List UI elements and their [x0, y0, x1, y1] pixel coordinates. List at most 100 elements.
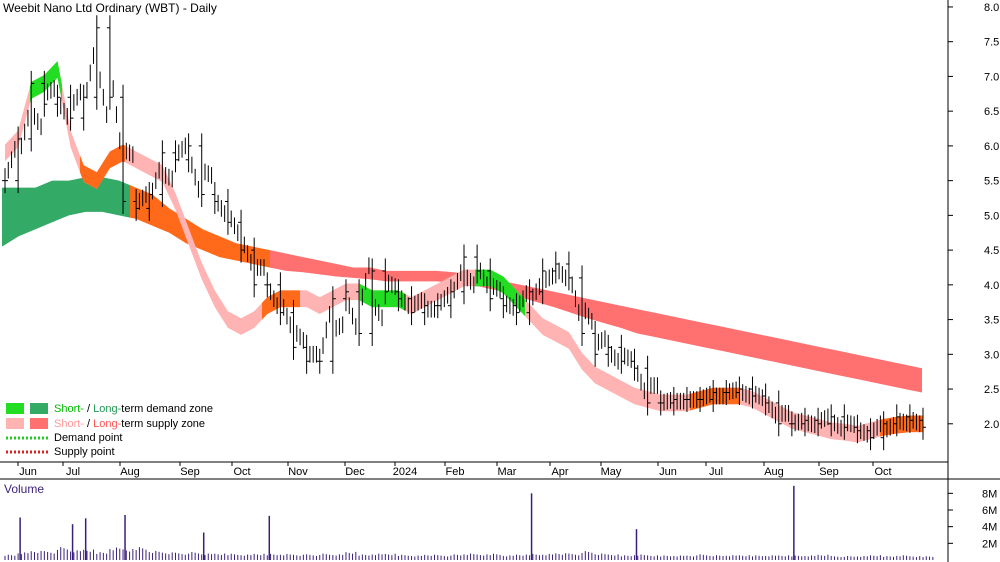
x-tick-label: Nov — [288, 466, 308, 478]
price-tick-label: 3.0 — [984, 349, 999, 361]
price-bar — [198, 133, 213, 208]
price-bar — [906, 404, 921, 433]
legend-long-text: Long- — [93, 403, 121, 415]
price-bar — [513, 285, 527, 326]
price-bar — [631, 348, 645, 400]
price-bar — [828, 404, 842, 437]
price-bar — [893, 404, 908, 437]
price-bar — [211, 182, 226, 222]
price-bar — [736, 376, 750, 406]
price-bar — [880, 411, 894, 451]
price-bar — [592, 320, 606, 367]
price-bar — [526, 278, 540, 326]
price-bar — [303, 334, 317, 374]
price-bar — [421, 293, 435, 326]
price-bar — [356, 257, 370, 346]
volume-tick-label: 4M — [982, 522, 997, 534]
x-tick-label: Jul — [709, 466, 723, 478]
price-tick-label: 4.5 — [984, 245, 999, 257]
price-bar — [316, 306, 331, 374]
price-bar — [185, 133, 199, 198]
x-tick-label: Dec — [345, 466, 365, 478]
x-tick-label: Sep — [180, 466, 200, 478]
legend-swatch-long — [30, 403, 48, 414]
legend-label: Supply point — [54, 446, 115, 458]
price-tick-label: 8.0 — [984, 2, 999, 14]
legend-rest-text: term supply zone — [121, 418, 205, 430]
legend-sep-text: / — [84, 418, 93, 430]
legend-swatch-short — [6, 418, 24, 429]
price-tick-label: 7.5 — [984, 37, 999, 49]
legend-label: Short- / Long-term supply zone — [54, 418, 205, 430]
price-bar — [106, 15, 121, 150]
price-bar — [2, 141, 16, 194]
candles-layer — [2, 15, 926, 451]
price-bar — [723, 380, 737, 406]
volume-label: Volume — [4, 482, 44, 496]
price-bar — [264, 272, 278, 315]
price-bar — [683, 386, 698, 412]
price-bar — [342, 279, 357, 335]
x-tick-label: Jun — [19, 466, 37, 478]
legend-sep-text: / — [84, 403, 93, 415]
price-bar — [329, 286, 344, 374]
price-tick-label: 6.0 — [984, 141, 999, 153]
x-tick-label: Feb — [446, 466, 465, 478]
price-bar — [657, 390, 672, 416]
price-bar — [867, 415, 881, 451]
price-bar — [788, 411, 803, 437]
x-tick-label: Aug — [764, 466, 784, 478]
price-bar — [369, 258, 383, 346]
x-tick-label: Jun — [659, 466, 677, 478]
price-tick-label: 5.0 — [984, 210, 999, 222]
price-bar — [539, 258, 554, 305]
long-term-transition-zone — [130, 185, 270, 268]
price-bar — [762, 383, 776, 424]
price-bar — [395, 279, 409, 315]
price-tick-label: 5.5 — [984, 176, 999, 188]
price-bar — [15, 109, 29, 194]
price-bar — [710, 380, 724, 412]
legend-label: Short- / Long-term demand zone — [54, 403, 213, 415]
price-bar — [172, 137, 186, 173]
legend-short-text: Short- — [54, 403, 84, 415]
price-bar — [28, 70, 42, 152]
price-bar — [500, 286, 514, 319]
price-tick-label: 7.0 — [984, 71, 999, 83]
price-bar — [644, 355, 658, 416]
price-tick-label: 4.0 — [984, 280, 999, 292]
price-bar — [854, 414, 868, 444]
price-bar — [775, 390, 790, 437]
price-bar — [841, 404, 855, 440]
price-bar — [605, 334, 619, 370]
price-bar — [120, 84, 134, 214]
price-tick-label: 2.0 — [984, 419, 999, 431]
price-bar — [487, 258, 501, 312]
legend-long-text: Long- — [93, 418, 121, 430]
price-bar — [224, 188, 239, 242]
legend-swatch-short — [6, 403, 24, 414]
x-tick-label: Aug — [120, 466, 140, 478]
price-bar — [474, 244, 488, 294]
long-term-supply-zone — [270, 250, 922, 393]
price-bar — [749, 376, 763, 409]
price-bar — [552, 251, 567, 287]
price-bar — [382, 258, 396, 305]
price-bar — [697, 385, 711, 412]
volume-tick-label: 8M — [982, 488, 997, 500]
volume-layer — [4, 485, 934, 560]
price-bar — [579, 265, 593, 346]
price-bar — [670, 386, 685, 416]
legend-short-text: Short- — [54, 418, 84, 430]
price-bar — [133, 186, 147, 221]
legend-swatch-long — [30, 418, 48, 429]
price-bar — [251, 237, 265, 298]
x-tick-label: Oct — [874, 466, 891, 478]
price-tick-label: 2.5 — [984, 384, 999, 396]
price-tick-label: 6.5 — [984, 106, 999, 118]
price-bar — [67, 83, 81, 131]
price-bar — [80, 47, 95, 131]
price-bar — [801, 407, 816, 437]
